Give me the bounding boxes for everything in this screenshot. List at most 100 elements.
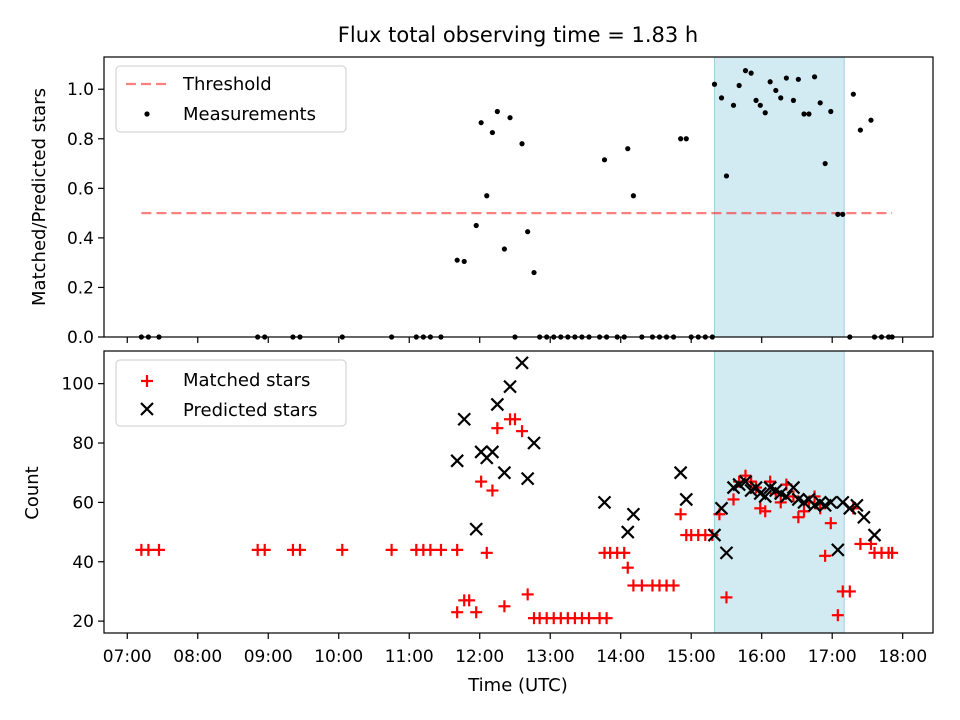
measurement-point	[850, 91, 856, 97]
matched-star-marker	[674, 508, 687, 521]
y-tick-label: 80	[72, 434, 94, 454]
y-tick-label: 20	[72, 612, 94, 632]
measurement-point	[630, 193, 637, 199]
matched-star-marker	[475, 475, 488, 488]
legend-measurements-swatch	[144, 111, 150, 117]
matched-star-marker	[142, 543, 155, 556]
measurement-point	[790, 97, 797, 103]
predicted-star-marker	[673, 465, 688, 480]
y-tick-label: 0.2	[67, 278, 94, 298]
measurement-point	[801, 111, 807, 117]
matched-star-marker	[486, 484, 499, 497]
measurement-point	[748, 70, 754, 76]
matched-star-marker	[336, 543, 349, 556]
matched-star-marker	[600, 612, 613, 625]
matched-star-marker	[727, 493, 740, 506]
matched-star-marker	[491, 422, 504, 435]
measurement-point	[484, 193, 490, 199]
measurement-point	[822, 160, 828, 167]
legend-threshold-label: Threshold	[182, 74, 272, 95]
y-tick-label: 0.4	[67, 229, 94, 249]
top-legend: Threshold Measurements	[115, 65, 347, 133]
predicted-star-marker	[490, 397, 505, 412]
matched-star-marker	[797, 505, 810, 518]
measurement-point	[489, 129, 496, 136]
measurement-points	[138, 68, 895, 340]
top-axes-frame	[103, 56, 934, 338]
y-tick-label: 1.0	[67, 80, 94, 100]
matched-star-marker	[706, 529, 719, 542]
matched-star-marker	[451, 606, 464, 619]
matched-star-marker	[385, 543, 398, 556]
matched-star-marker	[451, 543, 464, 556]
measurement-point	[454, 257, 460, 263]
predicted-star-marker	[469, 522, 483, 536]
bottom-x-ticks: 07:00 08:00 09:00 10:00 11:00 12:00 13:00 14:00…	[103, 633, 927, 667]
measurement-point	[678, 136, 684, 142]
matched-star-marker	[618, 546, 631, 559]
matched-star-marker	[434, 543, 447, 556]
measurement-point	[767, 79, 773, 85]
matched-star-points	[135, 413, 899, 625]
x-tick-label: 12:00	[455, 647, 504, 667]
predicted-star-marker	[850, 498, 864, 513]
bottom-legend: Matched stars Predicted stars	[115, 359, 347, 427]
legend-predicted-swatch	[140, 402, 154, 416]
y-tick-label: 0.8	[67, 130, 94, 150]
matched-star-marker	[521, 588, 534, 601]
measurement-point	[811, 74, 818, 80]
measurement-point	[795, 76, 801, 82]
x-tick-label: 07:00	[103, 647, 152, 667]
matched-star-marker	[886, 546, 899, 559]
predicted-star-marker	[857, 510, 871, 525]
x-tick-label: 18:00	[878, 647, 927, 667]
predicted-star-marker	[738, 474, 753, 489]
x-tick-label: 08:00	[173, 647, 222, 667]
predicted-star-marker	[707, 528, 722, 542]
matched-star-marker	[792, 511, 805, 524]
measurement-point	[742, 68, 749, 74]
measurement-point	[531, 269, 537, 276]
top-y-axis-label: Matched/Predicted stars	[29, 88, 50, 306]
matched-star-marker	[824, 517, 837, 530]
matched-star-marker	[152, 543, 165, 556]
predicted-star-marker	[626, 507, 641, 522]
legend-matched-swatch	[141, 375, 153, 387]
measurement-point	[817, 100, 823, 106]
predicted-star-points	[450, 356, 882, 560]
measurement-point	[625, 146, 631, 152]
measurement-point	[461, 258, 467, 265]
matched-star-marker	[498, 600, 511, 613]
measurement-point	[519, 141, 525, 147]
matched-star-marker	[480, 546, 493, 559]
measurement-point	[736, 82, 742, 89]
x-tick-label: 17:00	[808, 647, 857, 667]
matched-star-marker	[843, 585, 856, 598]
measurement-point	[783, 75, 789, 81]
predicted-star-marker	[485, 445, 500, 459]
y-tick-label: 100	[62, 375, 94, 395]
measurement-point	[773, 87, 779, 94]
y-tick-label: 40	[72, 553, 94, 573]
bottom-y-ticks: 20 40 60 80 100	[62, 375, 104, 632]
matched-star-marker	[470, 606, 483, 619]
predicted-star-marker	[824, 495, 838, 510]
predicted-star-marker	[714, 501, 729, 516]
predicted-star-marker	[457, 412, 471, 427]
predicted-star-marker	[843, 501, 857, 516]
measurement-point	[501, 246, 508, 252]
measurement-point	[762, 110, 768, 116]
predicted-star-marker	[520, 471, 535, 486]
matched-star-marker	[516, 425, 529, 438]
measurement-point	[718, 95, 725, 101]
predicted-star-marker	[497, 465, 512, 480]
bottom-y-axis-label: Count	[22, 466, 43, 519]
y-tick-label: 0.6	[67, 179, 94, 199]
predicted-star-marker	[503, 379, 517, 394]
measurement-point	[711, 81, 718, 87]
top-x-ticks	[126, 337, 904, 343]
x-tick-label: 15:00	[667, 647, 716, 667]
matched-star-marker	[667, 579, 680, 592]
legend-measurements-label: Measurements	[183, 104, 316, 125]
x-tick-label: 13:00	[526, 647, 575, 667]
